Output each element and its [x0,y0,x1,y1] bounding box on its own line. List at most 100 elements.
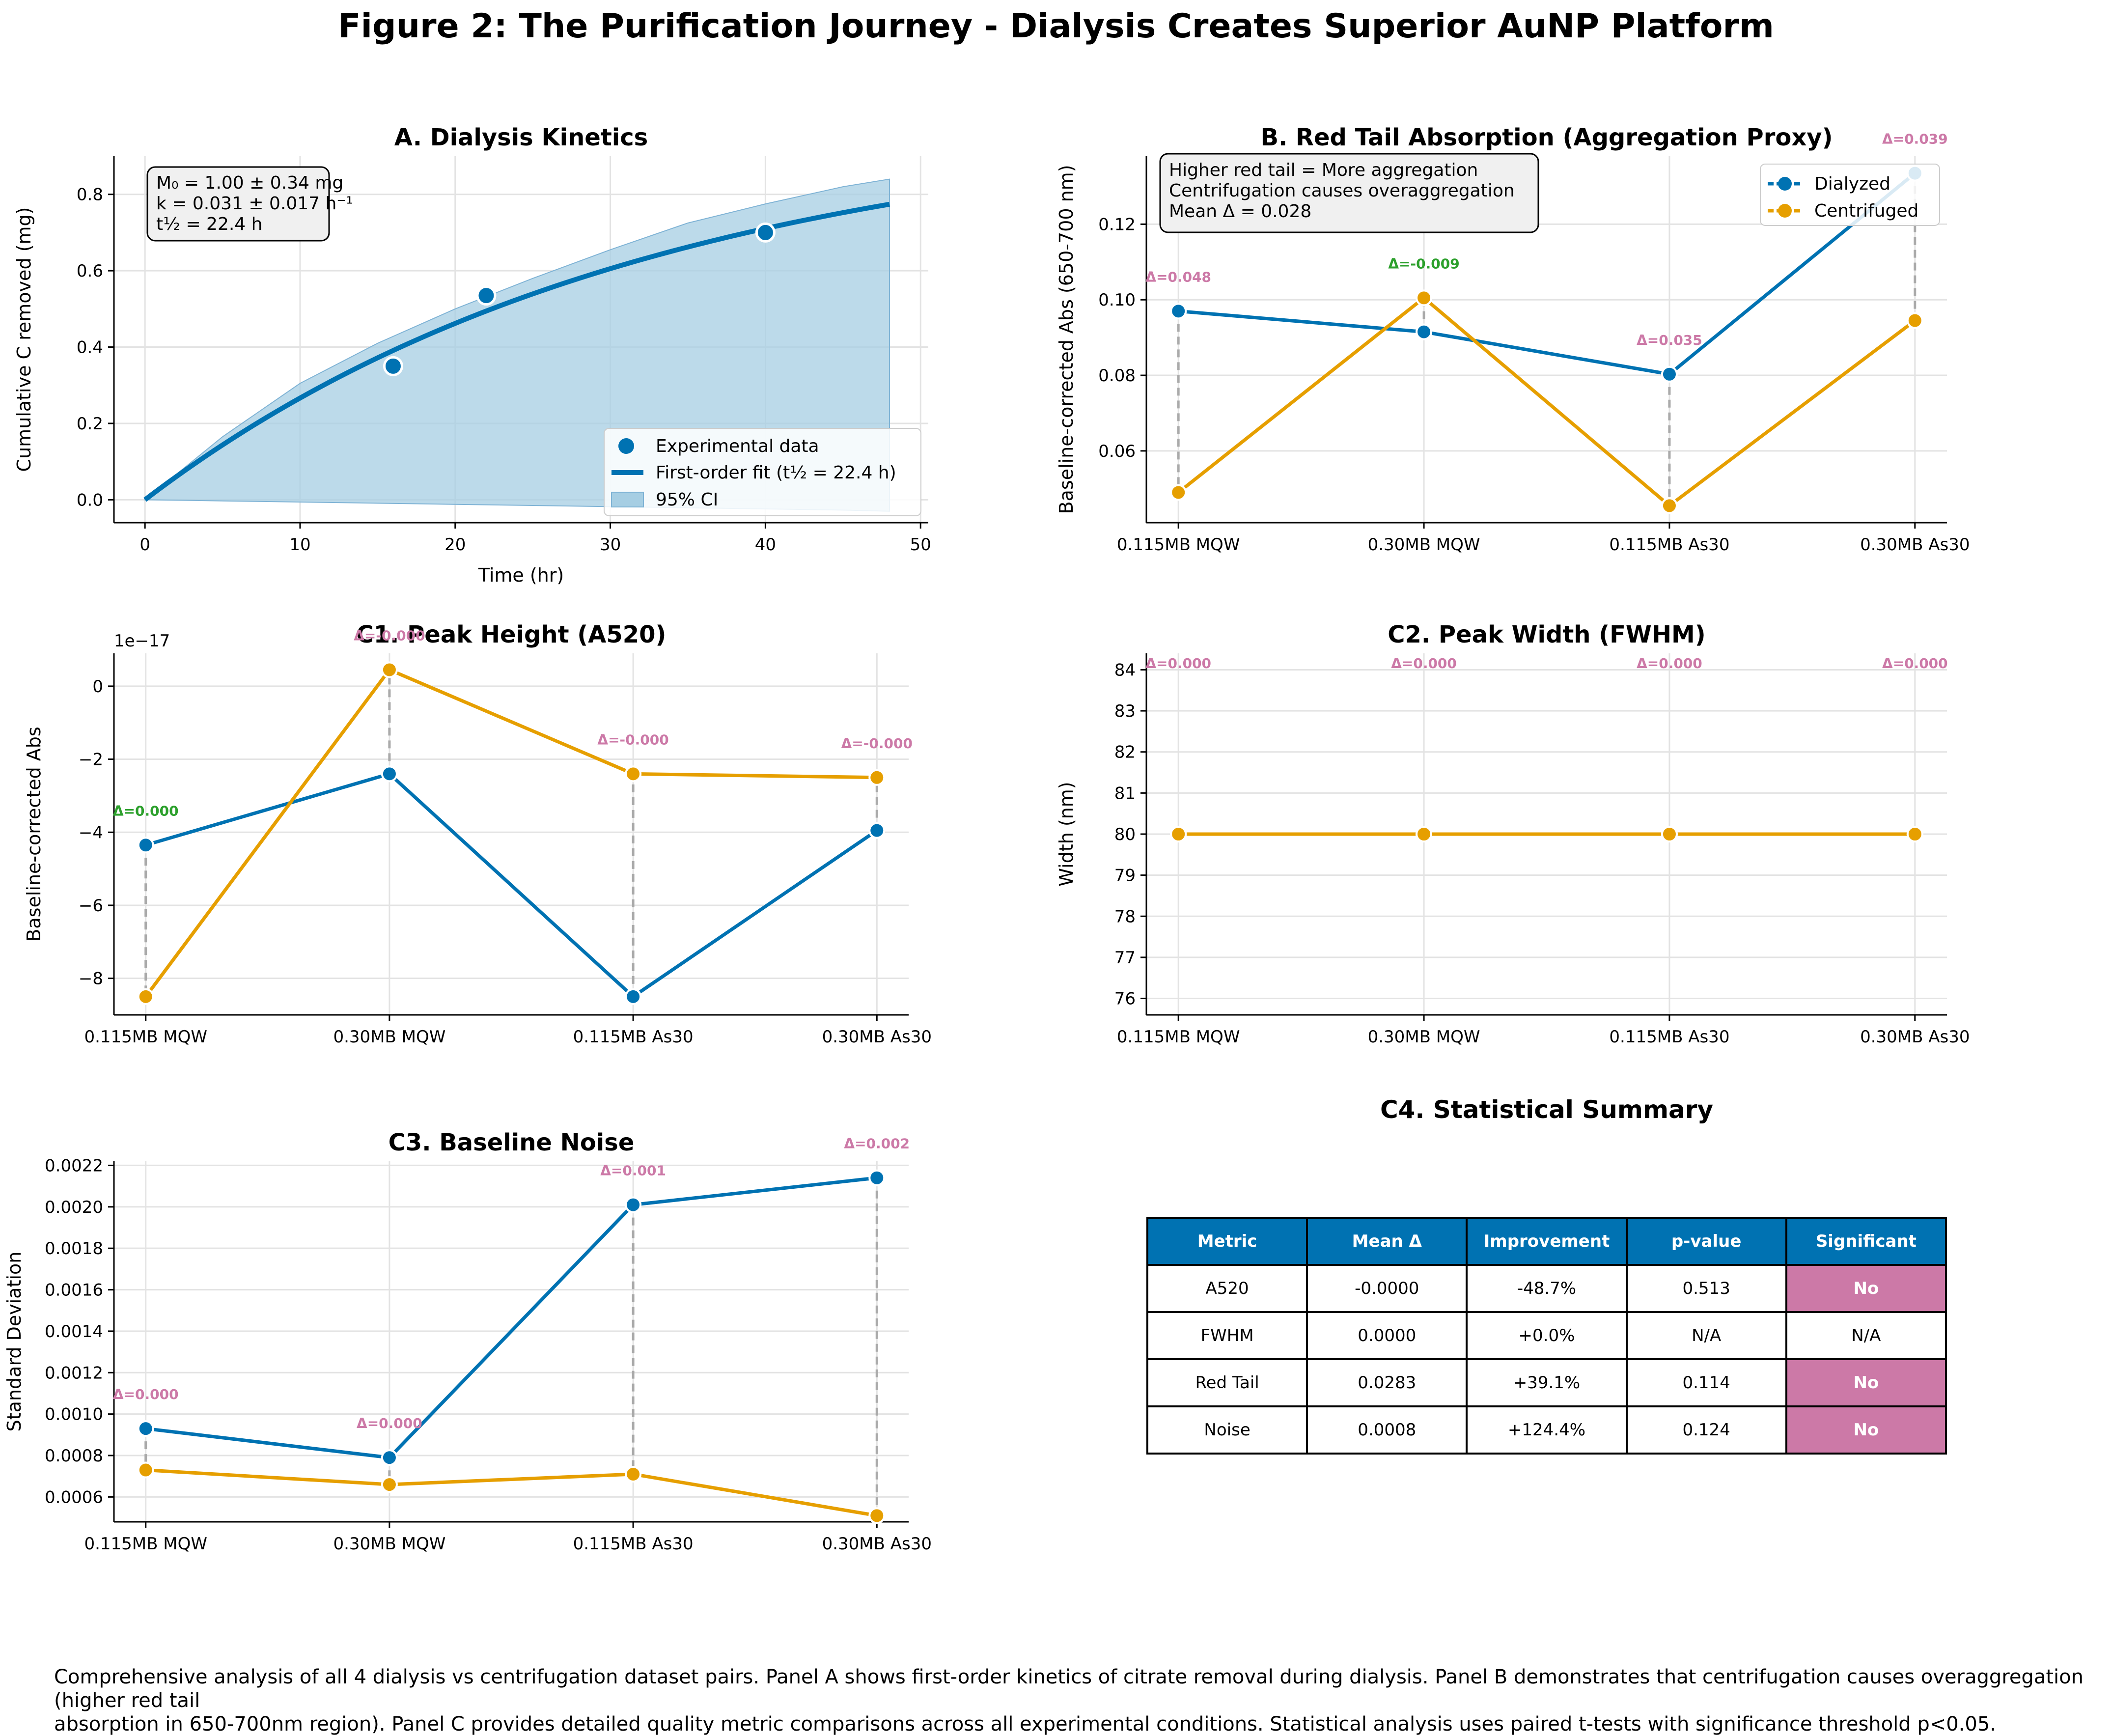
annotation-line: Higher red tail = More aggregation [1169,160,1478,180]
data-point-centrifuged [1906,826,1923,842]
data-point-dialyzed [868,1169,886,1186]
table-cell: FWHM [1146,1311,1308,1360]
y-tick-label: 0.0 [77,490,103,510]
annotation-line: t½ = 22.4 h [156,214,262,234]
x-tick-label: 0.30MB MQW [1368,535,1480,555]
x-tick-label: 10 [289,535,310,555]
panel-title: C1. Peak Height (A520) [357,621,667,648]
table-cell: A520 [1146,1264,1308,1313]
data-point-centrifuged [137,988,154,1005]
table-cell: 0.0008 [1306,1405,1468,1455]
table-cell: N/A [1625,1311,1787,1360]
x-tick-label: 0.30MB As30 [822,1534,932,1554]
panel-b: 0.06 0.08 0.10 0.12 0.115MB MQW 0.30MB MQW 0.1… [1056,124,1970,555]
y-tick-label: 0.12 [1098,215,1136,234]
y-offset-text: 1e−17 [114,631,170,651]
x-tick-label: 0.115MB As30 [1609,535,1729,555]
delta-label: Δ=0.001 [600,1163,666,1179]
panel-c1: 0 −2 −4 −6 −8 0.115MB MQW 0.30MB MQW 0.115MB As… [23,621,932,1047]
x-axis-label: Time (hr) [478,564,564,586]
y-tick-label: 0.0012 [45,1363,103,1383]
y-axis-label: Baseline-corrected Abs [23,727,45,941]
delta-label: Δ=-0.000 [597,731,668,748]
x-tick-label: 0.30MB MQW [333,1027,445,1047]
y-tick-label: 0.0006 [45,1487,103,1507]
data-point-dialyzed [625,1196,642,1213]
delta-label: Δ=-0.000 [354,627,425,644]
x-tick-label: 0.30MB MQW [333,1534,445,1554]
y-axis-label: Baseline-corrected Abs (650-700 nm) [1056,165,1077,514]
table-cell: 0.124 [1625,1405,1787,1455]
table-cell: 0.0283 [1306,1358,1468,1407]
y-tick-label: 0.2 [77,414,103,434]
stats-summary-title: C4. Statistical Summary [1380,1095,1714,1124]
data-point-dialyzed [1661,365,1678,383]
table-cell: 0.513 [1625,1264,1787,1313]
y-tick-label: 76 [1114,989,1136,1009]
table-row: A520 -0.0000 -48.7% 0.513 No [1146,1264,1947,1313]
x-tick-label: 0.115MB MQW [84,1027,207,1047]
y-tick-label: 0.0014 [45,1322,103,1342]
legend-marker [1778,177,1792,191]
panel-title: C3. Baseline Noise [389,1129,635,1156]
panel-title: B. Red Tail Absorption (Aggregation Prox… [1260,124,1833,151]
y-tick-label: 0.6 [77,261,103,281]
delta-label: Δ=0.000 [357,1415,422,1431]
x-tick-label: 0.30MB As30 [822,1027,932,1047]
series-line-dialyzed [1178,171,1917,376]
x-tick-label: 0.30MB As30 [1860,535,1970,555]
table-cell: 0.0000 [1306,1311,1468,1360]
data-point-dialyzed [137,837,154,854]
table-cell: Red Tail [1146,1358,1308,1407]
legend-label: First-order fit (t½ = 22.4 h) [656,463,896,483]
delta-label: Δ=0.002 [844,1136,910,1152]
delta-label: Δ=0.035 [1637,332,1702,348]
delta-label: Δ=0.000 [1637,655,1702,672]
delta-label: Δ=0.000 [113,1386,179,1402]
legend-marker [1778,204,1792,218]
delta-label: Δ=-0.000 [841,735,913,752]
y-tick-label: 0.0016 [45,1281,103,1300]
table-row: Noise 0.0008 +124.4% 0.124 No [1146,1405,1947,1455]
y-tick-label: −8 [79,969,103,989]
y-tick-label: 78 [1114,907,1136,926]
y-tick-label: 0.8 [77,185,103,205]
data-point-centrifuged [868,1507,886,1524]
data-point-dialyzed [625,988,642,1005]
panel-c2: 76 77 78 79 80 81 82 83 84 0.115MB MQW 0.30MB MQW 0… [1056,621,1970,1047]
data-point-centrifuged [1416,289,1433,307]
legend-box [604,428,921,516]
series-line-centrifuged [1177,296,1916,507]
delta-label: Δ=0.000 [113,803,179,819]
y-tick-label: −6 [79,896,103,916]
table-row: Red Tail 0.0283 +39.1% 0.114 No [1146,1358,1947,1407]
legend-box [1760,164,1940,226]
data-point-centrifuged [1906,312,1923,329]
table-header-cell: Mean Δ [1306,1217,1468,1266]
y-tick-label: 0.08 [1098,366,1136,386]
panel-c3: 0.0006 0.0008 0.0010 0.0012 0.0014 0.0016 0.00… [3,1129,932,1554]
data-point-centrifuged [625,1465,642,1483]
series-line-centrifuged [144,668,877,998]
x-tick-label: 0.115MB As30 [573,1027,694,1047]
experimental-point [476,285,497,306]
y-tick-label: 84 [1114,660,1136,680]
data-point-dialyzed [1170,303,1187,320]
table-cell: No [1785,1405,1947,1455]
delta-label: Δ=0.039 [1882,131,1948,147]
y-tick-label: 0.4 [77,338,103,358]
x-tick-label: 30 [600,535,621,555]
table-cell: +124.4% [1466,1405,1628,1455]
data-point-centrifuged [381,661,398,678]
data-point-dialyzed [868,822,886,839]
table-cell: +39.1% [1466,1358,1628,1407]
y-tick-label: 0.06 [1098,442,1136,461]
table-header-cell: Significant [1785,1217,1947,1266]
delta-label: Δ=0.000 [1882,655,1948,672]
table-header-row: Metric Mean Δ Improvement p-value Significan… [1146,1217,1947,1266]
panel-a: 0.0 0.2 0.4 0.6 0.8 0 10 20 30 40 50 A. Dialysis Ki… [13,124,931,586]
data-point-centrifuged [381,1476,398,1493]
series-line-centrifuged [145,1468,877,1517]
